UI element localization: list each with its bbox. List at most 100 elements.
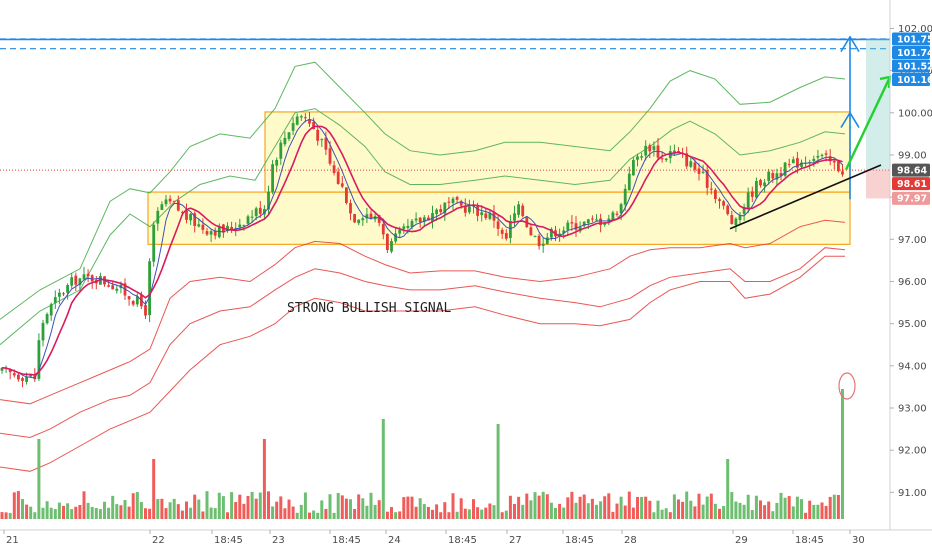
volume-bar [49,507,53,519]
volume-bar [123,499,127,519]
volume-bar [820,502,824,519]
volume-bar [295,512,299,519]
volume-bar [480,509,484,519]
volume-bar [426,506,430,519]
consolidation-box-2 [264,111,851,193]
price-tag-label: 101.16 [897,75,932,86]
volume-bar [332,512,336,519]
volume-bar [37,439,41,519]
volume-bar [783,497,787,519]
volume-bar [373,504,377,519]
candle-body [135,296,139,305]
volume-bar [365,505,369,519]
candle-body [197,224,201,227]
candle-body [586,219,590,224]
candle-body [644,145,648,156]
candle-body [246,216,250,224]
volume-bar [135,492,139,519]
candle-body [226,225,229,231]
volume-bar [664,508,668,519]
candle-body [316,129,320,141]
volume-bar [713,503,717,519]
volume-bar [492,505,496,519]
candle-body [599,218,602,226]
volume-bar [53,509,57,519]
candle-body [58,292,61,297]
volume-bar [545,494,549,519]
candle-body [41,322,45,341]
volume-bar [586,503,590,519]
volume-bar [353,509,357,519]
y-tick-label: 96.00 [898,277,927,288]
x-tick-label: 18:45 [332,535,361,546]
volume-bar [271,506,275,519]
candle-body [164,199,168,205]
candle-body [189,213,192,221]
candle-body [673,150,676,153]
x-tick-label: 28 [624,535,637,546]
x-tick-label: 18:45 [214,535,243,546]
volume-bar [197,499,201,519]
candle-body [582,221,586,226]
volume-bar [94,507,98,519]
volume-bar [394,512,398,519]
candle-body [619,204,623,214]
volume-bar [779,492,783,519]
candle-body [427,217,430,221]
price-tag-label: 101.74 [897,48,932,59]
volume-bar [172,498,176,519]
candle-body [304,117,307,119]
candle-body [181,211,184,213]
price-tag-label: 98.64 [897,165,927,176]
volume-bar [0,512,4,519]
volume-bar [340,495,344,519]
volume-bar [258,492,262,519]
candle-body [513,213,516,221]
candle-body [168,198,172,202]
candle-body [509,220,512,239]
volume-bar [578,496,582,519]
candle-body [820,154,824,156]
volume-bar [308,512,311,519]
volume-bar [636,496,639,519]
volume-bar [316,512,320,519]
candle-body [714,189,717,199]
volume-bar [455,511,459,519]
volume-bar [156,499,160,519]
volume-bar [74,506,78,519]
volume-spike-highlight [838,372,856,400]
consolidation-box-1 [147,191,851,245]
candle-body [390,241,393,252]
price-tag-label: 101.52 [897,61,932,72]
x-tick-label: 24 [388,535,401,546]
candle-body [627,173,631,191]
volume-bar [681,501,685,519]
candle-body [320,139,324,141]
candle-body [439,209,443,213]
price-tag [892,59,930,73]
candle-body [115,288,119,291]
volume-bar [467,509,471,519]
y-tick-label: 102.00 [898,24,932,35]
candle-body [0,367,4,371]
candle-body [447,201,451,203]
candle-body [742,206,746,214]
volume-bar [800,499,803,519]
volume-bar [529,500,533,519]
candle-body [271,164,274,192]
candle-body [517,204,520,215]
candle-body [8,369,12,373]
volume-bar [398,511,402,519]
volume-bar [537,495,541,519]
candle-body [832,160,836,163]
candle-body [205,231,209,235]
candle-body [275,159,279,166]
volume-bar [390,507,393,519]
candle-body [45,314,49,324]
volume-bar [533,492,537,519]
candle-body [796,158,799,168]
volume-bar [410,496,414,519]
candle-body [718,199,721,202]
volume-bar [607,493,611,519]
candle-body [78,278,82,285]
